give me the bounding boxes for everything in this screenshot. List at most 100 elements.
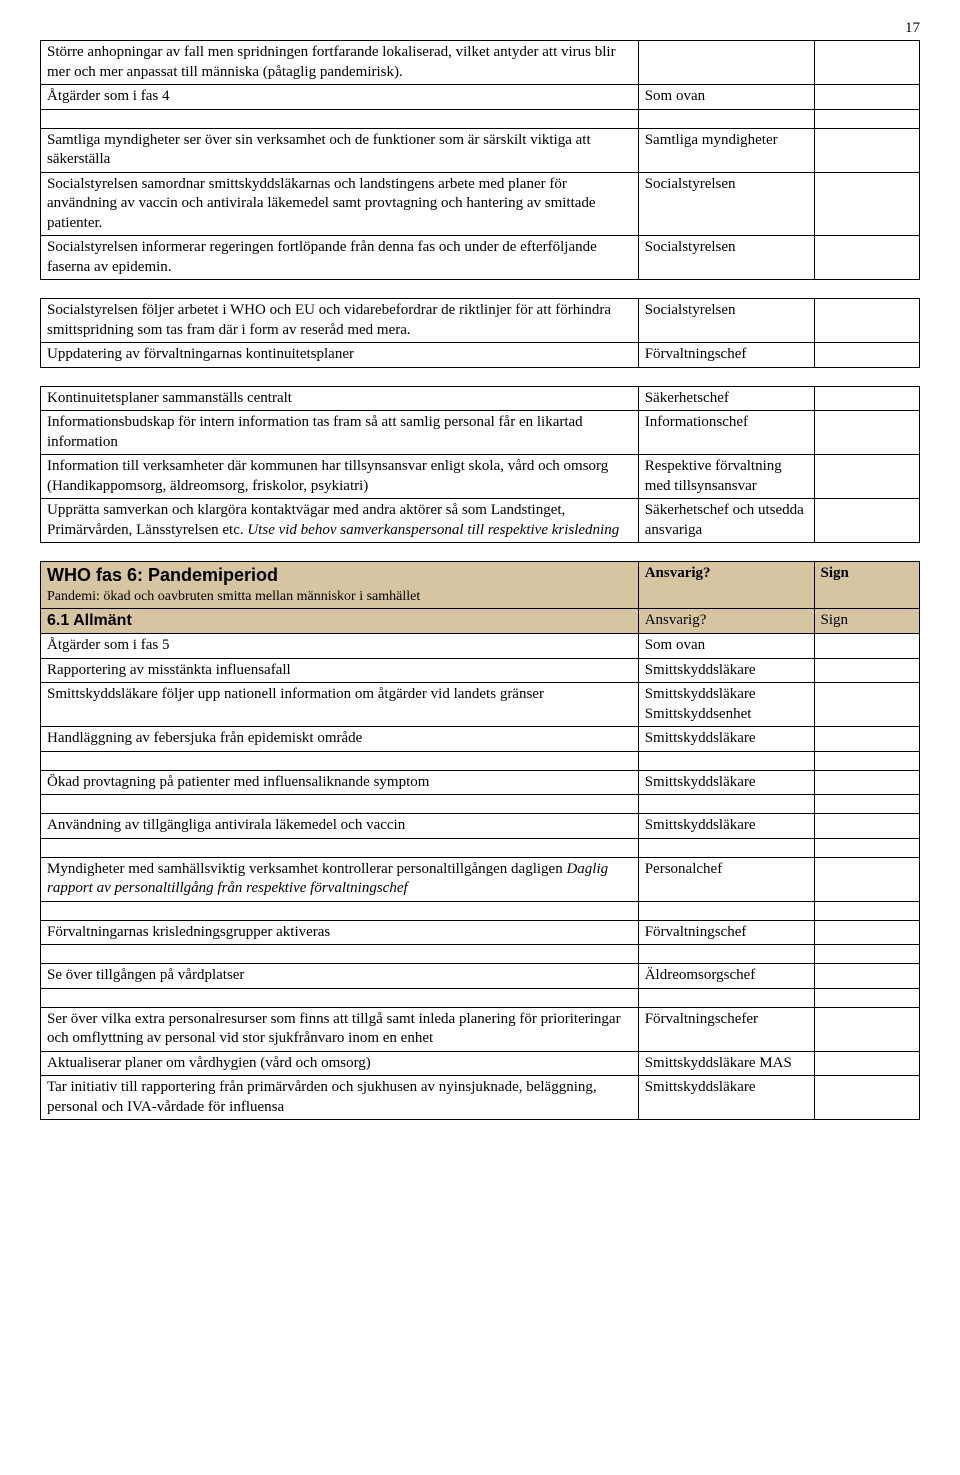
cell-sign xyxy=(814,964,919,989)
table-who6: WHO fas 6: Pandemiperiod Pandemi: ökad o… xyxy=(40,561,920,1120)
cell-text: Socialstyrelsen samordnar smittskyddsläk… xyxy=(41,172,639,236)
cell-text: Samtliga myndigheter xyxy=(638,128,814,172)
cell-sign xyxy=(814,920,919,945)
spacer-row xyxy=(41,751,920,770)
cell-text: Upprätta samverkan och klargöra kontaktv… xyxy=(41,499,639,543)
cell-sign xyxy=(814,172,919,236)
section-header-title-cell: WHO fas 6: Pandemiperiod Pandemi: ökad o… xyxy=(41,562,639,609)
table-row: Åtgärder som i fas 5 Som ovan xyxy=(41,634,920,659)
who6-title: WHO fas 6: Pandemiperiod xyxy=(47,565,278,585)
cell-sign xyxy=(814,727,919,752)
cell-text: Som ovan xyxy=(638,85,814,110)
table-row: Användning av tillgängliga antivirala lä… xyxy=(41,814,920,839)
cell-sign xyxy=(814,85,919,110)
cell-text: Säkerhetschef och utsedda ansvariga xyxy=(638,499,814,543)
spacer-row xyxy=(41,988,920,1007)
cell-sign xyxy=(814,814,919,839)
cell-sign xyxy=(814,386,919,411)
cell-text: Uppdatering av förvaltningarnas kontinui… xyxy=(41,343,639,368)
cell-text: Äldreomsorgschef xyxy=(638,964,814,989)
cell-text: Myndigheter med samhällsviktig verksamhe… xyxy=(41,857,639,901)
cell-text: Smittskyddsläkare följer upp nationell i… xyxy=(41,683,639,727)
cell-sign xyxy=(814,343,919,368)
header-ansvarig: Ansvarig? xyxy=(638,562,814,609)
table-row: Ökad provtagning på patienter med influe… xyxy=(41,770,920,795)
cell-text: Socialstyrelsen xyxy=(638,236,814,280)
table-row: Uppdatering av förvaltningarnas kontinui… xyxy=(41,343,920,368)
cell-text: Socialstyrelsen informerar regeringen fo… xyxy=(41,236,639,280)
table-row: Större anhopningar av fall men spridning… xyxy=(41,41,920,85)
cell-text-part: Myndigheter med samhällsviktig verksamhe… xyxy=(47,861,566,877)
cell-sign xyxy=(814,41,919,85)
cell-text: Smittskyddsläkare xyxy=(638,814,814,839)
spacer-row xyxy=(41,945,920,964)
table-row: Handläggning av febersjuka från epidemis… xyxy=(41,727,920,752)
table-row: Informationsbudskap för intern informati… xyxy=(41,411,920,455)
table-row: Tar initiativ till rapportering från pri… xyxy=(41,1076,920,1120)
cell-sign xyxy=(814,857,919,901)
sub-header-sign: Sign xyxy=(814,608,919,634)
cell-sign xyxy=(814,1076,919,1120)
cell-text: Personalchef xyxy=(638,857,814,901)
table-row: Socialstyrelsen samordnar smittskyddsläk… xyxy=(41,172,920,236)
cell-sign xyxy=(814,128,919,172)
cell-sign xyxy=(814,1051,919,1076)
table-block-2: Socialstyrelsen följer arbetet i WHO och… xyxy=(40,298,920,368)
cell-sign xyxy=(814,658,919,683)
cell-sign xyxy=(814,1007,919,1051)
cell-text: Smittskyddsläkare xyxy=(638,770,814,795)
spacer-row xyxy=(41,838,920,857)
table-block-1: Större anhopningar av fall men spridning… xyxy=(40,40,920,280)
cell-text: Tar initiativ till rapportering från pri… xyxy=(41,1076,639,1120)
table-row: Socialstyrelsen följer arbetet i WHO och… xyxy=(41,299,920,343)
cell-sign xyxy=(814,236,919,280)
cell-sign xyxy=(814,634,919,659)
table-row: Åtgärder som i fas 4 Som ovan xyxy=(41,85,920,110)
cell-text: Aktualiserar planer om vårdhygien (vård … xyxy=(41,1051,639,1076)
cell-text: Informationsbudskap för intern informati… xyxy=(41,411,639,455)
cell-text: Smittskyddsläkare xyxy=(638,658,814,683)
cell-sign xyxy=(814,683,919,727)
cell-sign xyxy=(814,299,919,343)
cell-text: Åtgärder som i fas 5 xyxy=(41,634,639,659)
cell-text-italic: Utse vid behov samverkanspersonal till r… xyxy=(247,522,619,538)
cell-text: Förvaltningschef xyxy=(638,343,814,368)
cell-text: Samtliga myndigheter ser över sin verksa… xyxy=(41,128,639,172)
cell-text: Förvaltningschef xyxy=(638,920,814,945)
cell-text: Handläggning av febersjuka från epidemis… xyxy=(41,727,639,752)
page-number: 17 xyxy=(905,20,920,37)
sub-header-row: 6.1 Allmänt Ansvarig? Sign xyxy=(41,608,920,634)
table-row: Myndigheter med samhällsviktig verksamhe… xyxy=(41,857,920,901)
cell-text: Ser över vilka extra personalresurser so… xyxy=(41,1007,639,1051)
table-row: Rapportering av misstänkta influensafall… xyxy=(41,658,920,683)
cell-text: Socialstyrelsen xyxy=(638,172,814,236)
cell-sign xyxy=(814,455,919,499)
sub-header-title-cell: 6.1 Allmänt xyxy=(41,608,639,634)
table-row: Se över tillgången på vårdplatser Äldreo… xyxy=(41,964,920,989)
sub-header-ansvarig: Ansvarig? xyxy=(638,608,814,634)
who6-subtitle: Pandemi: ökad och oavbruten smitta mella… xyxy=(47,588,632,606)
cell-text: Smittskyddsläkare MAS xyxy=(638,1051,814,1076)
cell-text: Se över tillgången på vårdplatser xyxy=(41,964,639,989)
cell-text: Säkerhetschef xyxy=(638,386,814,411)
cell-text: Som ovan xyxy=(638,634,814,659)
table-row: Socialstyrelsen informerar regeringen fo… xyxy=(41,236,920,280)
cell-text: Informationschef xyxy=(638,411,814,455)
cell-text xyxy=(638,41,814,85)
cell-text: Ökad provtagning på patienter med influe… xyxy=(41,770,639,795)
cell-sign xyxy=(814,770,919,795)
cell-text: Förvaltningarnas krisledningsgrupper akt… xyxy=(41,920,639,945)
cell-text: Respektive förvaltning med tillsynsansva… xyxy=(638,455,814,499)
spacer-row xyxy=(41,901,920,920)
cell-sign xyxy=(814,499,919,543)
table-block-3: Kontinuitetsplaner sammanställs centralt… xyxy=(40,386,920,544)
cell-text: Förvaltningschefer xyxy=(638,1007,814,1051)
header-sign: Sign xyxy=(814,562,919,609)
table-row: Smittskyddsläkare följer upp nationell i… xyxy=(41,683,920,727)
cell-text: Smittskyddsläkare xyxy=(638,1076,814,1120)
cell-text: Socialstyrelsen xyxy=(638,299,814,343)
cell-text: Smittskyddsläkare Smittskyddsenhet xyxy=(638,683,814,727)
cell-text: Smittskyddsläkare xyxy=(638,727,814,752)
cell-text: Information till verksamheter där kommun… xyxy=(41,455,639,499)
cell-text: Åtgärder som i fas 4 xyxy=(41,85,639,110)
